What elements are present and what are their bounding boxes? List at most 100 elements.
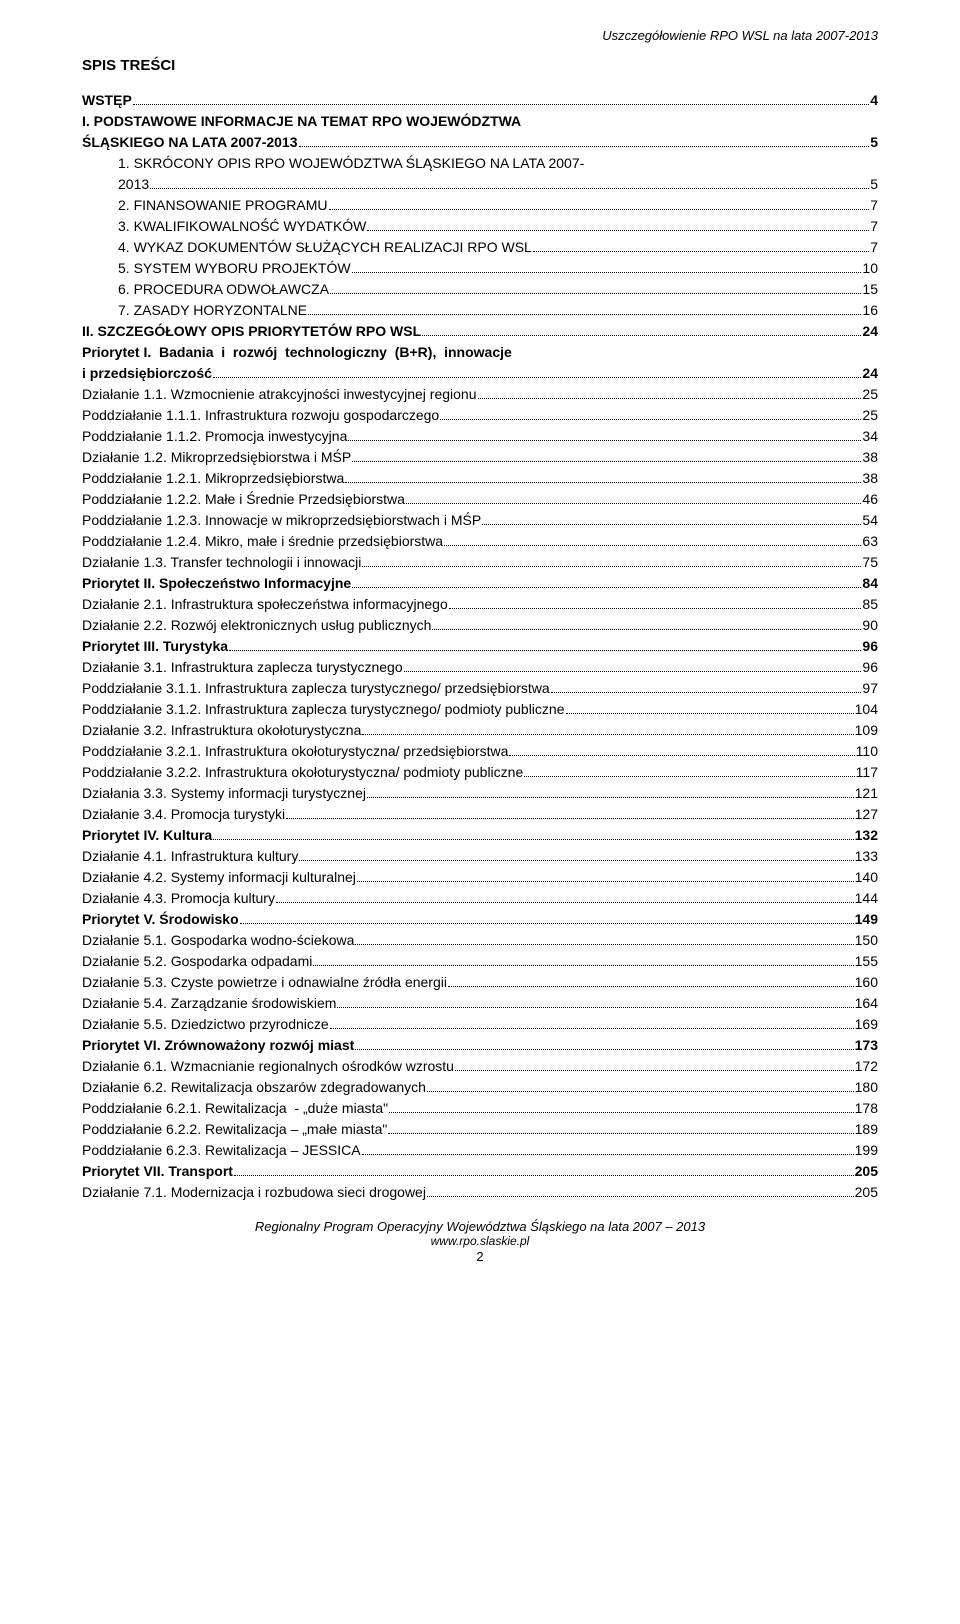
toc-leader-dots <box>427 1081 854 1092</box>
toc-label: Działanie 5.3. Czyste powietrze i odnawi… <box>82 972 447 993</box>
toc-page: 172 <box>855 1056 878 1077</box>
toc-label: Działanie 3.4. Promocja turystyki <box>82 804 285 825</box>
toc-entry: Poddziałanie 3.2.2. Infrastruktura około… <box>82 762 878 783</box>
toc-leader-dots <box>449 598 862 609</box>
toc-entry-line1: 1. SKRÓCONY OPIS RPO WOJEWÓDZTWA ŚLĄSKIE… <box>82 153 878 174</box>
toc-page: 104 <box>855 699 878 720</box>
toc-leader-dots <box>213 829 853 840</box>
toc-page: 5 <box>870 132 878 153</box>
toc-page: 7 <box>870 216 878 237</box>
toc-label: Poddziałanie 1.2.2. Małe i Średnie Przed… <box>82 489 405 510</box>
toc-page: 15 <box>862 279 878 300</box>
toc-label: Działanie 5.5. Dziedzictwo przyrodnicze <box>82 1014 329 1035</box>
toc-entry: 4. WYKAZ DOKUMENTÓW SŁUŻĄCYCH REALIZACJI… <box>82 237 878 258</box>
toc-leader-dots <box>448 976 854 987</box>
toc-page: 160 <box>855 972 878 993</box>
toc-leader-dots <box>551 682 862 693</box>
toc-page: 38 <box>862 447 878 468</box>
toc-label: Poddziałanie 6.2.1. Rewitalizacja - „duż… <box>82 1098 388 1119</box>
table-of-contents: WSTĘP4I. PODSTAWOWE INFORMACJE NA TEMAT … <box>82 90 878 1203</box>
toc-leader-dots <box>455 1060 854 1071</box>
toc-entry: Poddziałanie 1.2.2. Małe i Średnie Przed… <box>82 489 878 510</box>
toc-page: 7 <box>870 237 878 258</box>
toc-entry-line1: I. PODSTAWOWE INFORMACJE NA TEMAT RPO WO… <box>82 111 878 132</box>
toc-label: Działanie 4.3. Promocja kultury <box>82 888 275 909</box>
toc-entry: Działanie 1.2. Mikroprzedsiębiorstwa i M… <box>82 447 878 468</box>
toc-label: 2. FINANSOWANIE PROGRAMU <box>118 195 328 216</box>
toc-page: 127 <box>855 804 878 825</box>
toc-label: Działanie 5.2. Gospodarka odpadami <box>82 951 312 972</box>
toc-entry: Działanie 1.1. Wzmocnienie atrakcyjności… <box>82 384 878 405</box>
toc-page: 140 <box>855 867 878 888</box>
toc-page: 96 <box>862 657 878 678</box>
toc-label: Działanie 7.1. Modernizacja i rozbudowa … <box>82 1182 426 1203</box>
toc-leader-dots <box>276 892 854 903</box>
toc-entry: Poddziałanie 6.2.1. Rewitalizacja - „duż… <box>82 1098 878 1119</box>
toc-entry: Działanie 5.3. Czyste powietrze i odnawi… <box>82 972 878 993</box>
toc-entry: Priorytet III. Turystyka96 <box>82 636 878 657</box>
toc-leader-dots <box>404 661 862 672</box>
toc-entry: Poddziałanie 1.2.3. Innowacje w mikroprz… <box>82 510 878 531</box>
toc-label: Działanie 6.2. Rewitalizacja obszarów zd… <box>82 1077 426 1098</box>
toc-label: Poddziałanie 6.2.3. Rewitalizacja – JESS… <box>82 1140 361 1161</box>
toc-page: 133 <box>855 846 878 867</box>
toc-leader-dots <box>482 514 861 525</box>
toc-leader-dots <box>337 997 853 1008</box>
toc-leader-dots <box>150 178 869 189</box>
toc-page: 155 <box>855 951 878 972</box>
toc-entry: Poddziałanie 1.1.2. Promocja inwestycyjn… <box>82 426 878 447</box>
toc-page: 205 <box>855 1161 878 1182</box>
toc-entry: ŚLĄSKIEGO NA LATA 2007-20135 <box>82 132 878 153</box>
toc-leader-dots <box>308 304 861 315</box>
toc-page: 178 <box>855 1098 878 1119</box>
toc-label: 2013 <box>118 174 149 195</box>
toc-page: 169 <box>855 1014 878 1035</box>
toc-leader-dots <box>299 136 870 147</box>
toc-label: 7. ZASADY HORYZONTALNE <box>118 300 307 321</box>
toc-leader-dots <box>345 472 861 483</box>
toc-page: 34 <box>862 426 878 447</box>
toc-page: 121 <box>855 783 878 804</box>
toc-page: 149 <box>855 909 878 930</box>
toc-leader-dots <box>509 745 854 756</box>
toc-leader-dots <box>422 325 861 336</box>
toc-label: Poddziałanie 1.1.1. Infrastruktura rozwo… <box>82 405 439 426</box>
toc-label: 5. SYSTEM WYBORU PROJEKTÓW <box>118 258 351 279</box>
toc-entry: 2013 5 <box>82 174 878 195</box>
toc-page: 46 <box>862 489 878 510</box>
toc-entry: 3. KWALIFIKOWALNOŚĆ WYDATKÓW 7 <box>82 216 878 237</box>
toc-page: 38 <box>862 468 878 489</box>
toc-leader-dots <box>362 724 853 735</box>
toc-entry: Poddziałanie 1.1.1. Infrastruktura rozwo… <box>82 405 878 426</box>
toc-entry: Poddziałanie 3.2.1. Infrastruktura około… <box>82 741 878 762</box>
toc-entry: Poddziałanie 1.2.1. Mikroprzedsiębiorstw… <box>82 468 878 489</box>
toc-label: Działanie 6.1. Wzmacnianie regionalnych … <box>82 1056 454 1077</box>
toc-entry: Priorytet V. Środowisko 149 <box>82 909 878 930</box>
toc-leader-dots <box>352 262 862 273</box>
toc-label: WSTĘP <box>82 90 132 111</box>
toc-label: Działanie 4.2. Systemy informacji kultur… <box>82 867 356 888</box>
toc-page: 75 <box>862 552 878 573</box>
toc-label: Priorytet V. Środowisko <box>82 909 239 930</box>
toc-label: Priorytet VI. Zrównoważony rozwój miast <box>82 1035 354 1056</box>
toc-entry: Działanie 4.3. Promocja kultury 144 <box>82 888 878 909</box>
toc-leader-dots <box>427 1186 854 1197</box>
toc-leader-dots <box>240 913 854 924</box>
toc-entry: 5. SYSTEM WYBORU PROJEKTÓW10 <box>82 258 878 279</box>
toc-leader-dots <box>432 619 861 630</box>
toc-page: 180 <box>855 1077 878 1098</box>
toc-label: Priorytet II. Społeczeństwo Informacyjne <box>82 573 351 594</box>
toc-label: Działanie 3.1. Infrastruktura zaplecza t… <box>82 657 403 678</box>
toc-page: 24 <box>862 321 878 342</box>
toc-entry: Działanie 6.1. Wzmacnianie regionalnych … <box>82 1056 878 1077</box>
toc-leader-dots <box>367 220 869 231</box>
toc-label: Poddziałanie 1.1.2. Promocja inwestycyjn… <box>82 426 347 447</box>
toc-leader-dots <box>444 535 861 546</box>
toc-page: 199 <box>855 1140 878 1161</box>
toc-entry: Poddziałanie 6.2.3. Rewitalizacja – JESS… <box>82 1140 878 1161</box>
toc-page: 144 <box>855 888 878 909</box>
toc-page: 25 <box>862 384 878 405</box>
toc-entry: Działanie 5.1. Gospodarka wodno-ściekowa… <box>82 930 878 951</box>
toc-leader-dots <box>352 577 861 588</box>
toc-label: Działanie 4.1. Infrastruktura kultury <box>82 846 298 867</box>
